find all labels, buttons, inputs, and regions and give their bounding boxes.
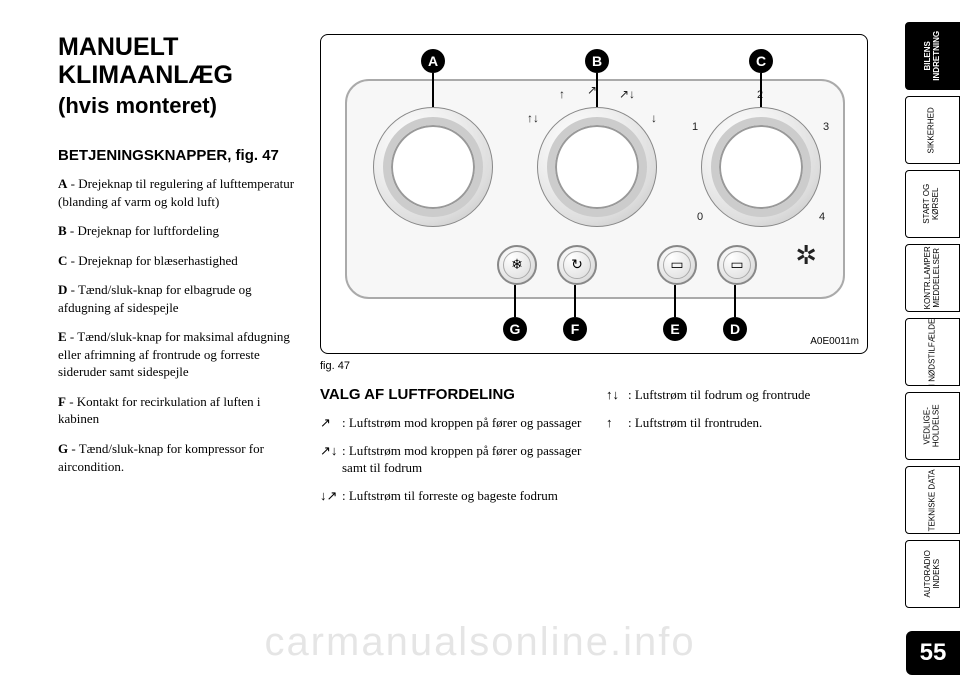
- tab-start-korsel[interactable]: START OGKØRSEL: [905, 170, 960, 238]
- airflow-item: ↑↓: Luftstrøm til fodrum og frontrude: [606, 386, 868, 404]
- airflow-item: ↑: Luftstrøm til frontruden.: [606, 414, 868, 432]
- tab-kontrlamper[interactable]: KONTR.LAMPERMEDDELELSER: [905, 244, 960, 312]
- figure-47: ↑ ↗ ↗↓ ↑↓ ↓ 0 1 2 3 4 ❄ ↻: [320, 34, 868, 354]
- ac-compressor-button: ❄: [497, 245, 537, 285]
- callout-e: E: [663, 317, 687, 341]
- control-desc-f: F - Kontakt for recirkulation af luften …: [58, 393, 296, 428]
- airflow-item: ↓↗: Luftstrøm til forreste og bageste fo…: [320, 487, 582, 505]
- callout-f: F: [563, 317, 587, 341]
- side-tabs: BILENSINDRETNING SIKKERHED START OGKØRSE…: [890, 0, 960, 677]
- control-desc-c: C - Drejeknap for blæserhastighed: [58, 252, 296, 270]
- mode-icon: ↓: [651, 111, 657, 126]
- lower-col-right: ↑↓: Luftstrøm til fodrum og frontrude ↑:…: [606, 386, 868, 514]
- rear-defrost-button: ▭: [717, 245, 757, 285]
- figure-caption: fig. 47: [320, 360, 868, 372]
- control-desc-b: B - Drejeknap for luftfordeling: [58, 222, 296, 240]
- fan-speed-4: 4: [819, 211, 825, 223]
- airflow-item: ↗↓: Luftstrøm mod kroppen på fører og pa…: [320, 442, 582, 477]
- distribution-dial: [537, 107, 657, 227]
- temperature-dial: [373, 107, 493, 227]
- recirculation-button: ↻: [557, 245, 597, 285]
- right-column: ↑ ↗ ↗↓ ↑↓ ↓ 0 1 2 3 4 ❄ ↻: [320, 34, 868, 514]
- callout-a: A: [421, 49, 445, 73]
- fan-icon: ✲: [795, 241, 817, 271]
- tab-nodstilfaelde[interactable]: I NØDSTILFÆLDE: [905, 318, 960, 386]
- fan-speed-3: 3: [823, 121, 829, 133]
- mode-icon: ↑↓: [527, 111, 539, 126]
- rear-defrost-icon: ▭: [723, 251, 751, 279]
- callout-b: B: [585, 49, 609, 73]
- section-heading-controls: BETJENINGSKNAPPER, fig. 47: [58, 147, 296, 165]
- tab-sikkerhed[interactable]: SIKKERHED: [905, 96, 960, 164]
- lower-col-left: VALG AF LUFTFORDELING ↗: Luftstrøm mod k…: [320, 386, 582, 514]
- columns: MANUELT KLIMAANLÆG (hvis monteret) BETJE…: [58, 34, 868, 514]
- mode-icon: ↗↓: [619, 87, 635, 102]
- page-subtitle: (hvis monteret): [58, 93, 296, 119]
- control-desc-e: E - Tænd/sluk-knap for maksimal afdugnin…: [58, 328, 296, 381]
- fan-speed-dial: [701, 107, 821, 227]
- page-title: MANUELT KLIMAANLÆG: [58, 34, 296, 89]
- callout-d: D: [723, 317, 747, 341]
- callout-c: C: [749, 49, 773, 73]
- control-desc-g: G - Tænd/sluk-knap for kompressor for ai…: [58, 440, 296, 475]
- snowflake-icon: ❄: [503, 251, 531, 279]
- hvac-panel: ↑ ↗ ↗↓ ↑↓ ↓ 0 1 2 3 4 ❄ ↻: [345, 79, 845, 299]
- tab-bilens-indretning[interactable]: BILENSINDRETNING: [905, 22, 960, 90]
- fan-speed-1: 1: [692, 121, 698, 133]
- fan-speed-0: 0: [697, 211, 703, 223]
- tab-autoradio-indeks[interactable]: AUTORADIOINDEKS: [905, 540, 960, 608]
- callout-g: G: [503, 317, 527, 341]
- page-number: 55: [906, 631, 960, 675]
- tab-vedligeholdelse[interactable]: VEDLIGE-HOLDELSE: [905, 392, 960, 460]
- mode-icon: ↑: [559, 87, 565, 102]
- section-heading-airflow: VALG AF LUFTFORDELING: [320, 386, 582, 404]
- left-column: MANUELT KLIMAANLÆG (hvis monteret) BETJE…: [58, 34, 296, 514]
- tab-tekniske-data[interactable]: TEKNISKE DATA: [905, 466, 960, 534]
- recirc-icon: ↻: [563, 251, 591, 279]
- page-content: MANUELT KLIMAANLÆG (hvis monteret) BETJE…: [0, 0, 890, 677]
- lower-columns: VALG AF LUFTFORDELING ↗: Luftstrøm mod k…: [320, 386, 868, 514]
- figure-code: A0E0011m: [810, 336, 859, 347]
- control-desc-d: D - Tænd/sluk-knap for elbagrude og afdu…: [58, 281, 296, 316]
- front-defrost-button: ▭: [657, 245, 697, 285]
- control-desc-a: A - Drejeknap til regulering af lufttemp…: [58, 175, 296, 210]
- airflow-item: ↗: Luftstrøm mod kroppen på fører og pas…: [320, 414, 582, 432]
- front-defrost-icon: ▭: [663, 251, 691, 279]
